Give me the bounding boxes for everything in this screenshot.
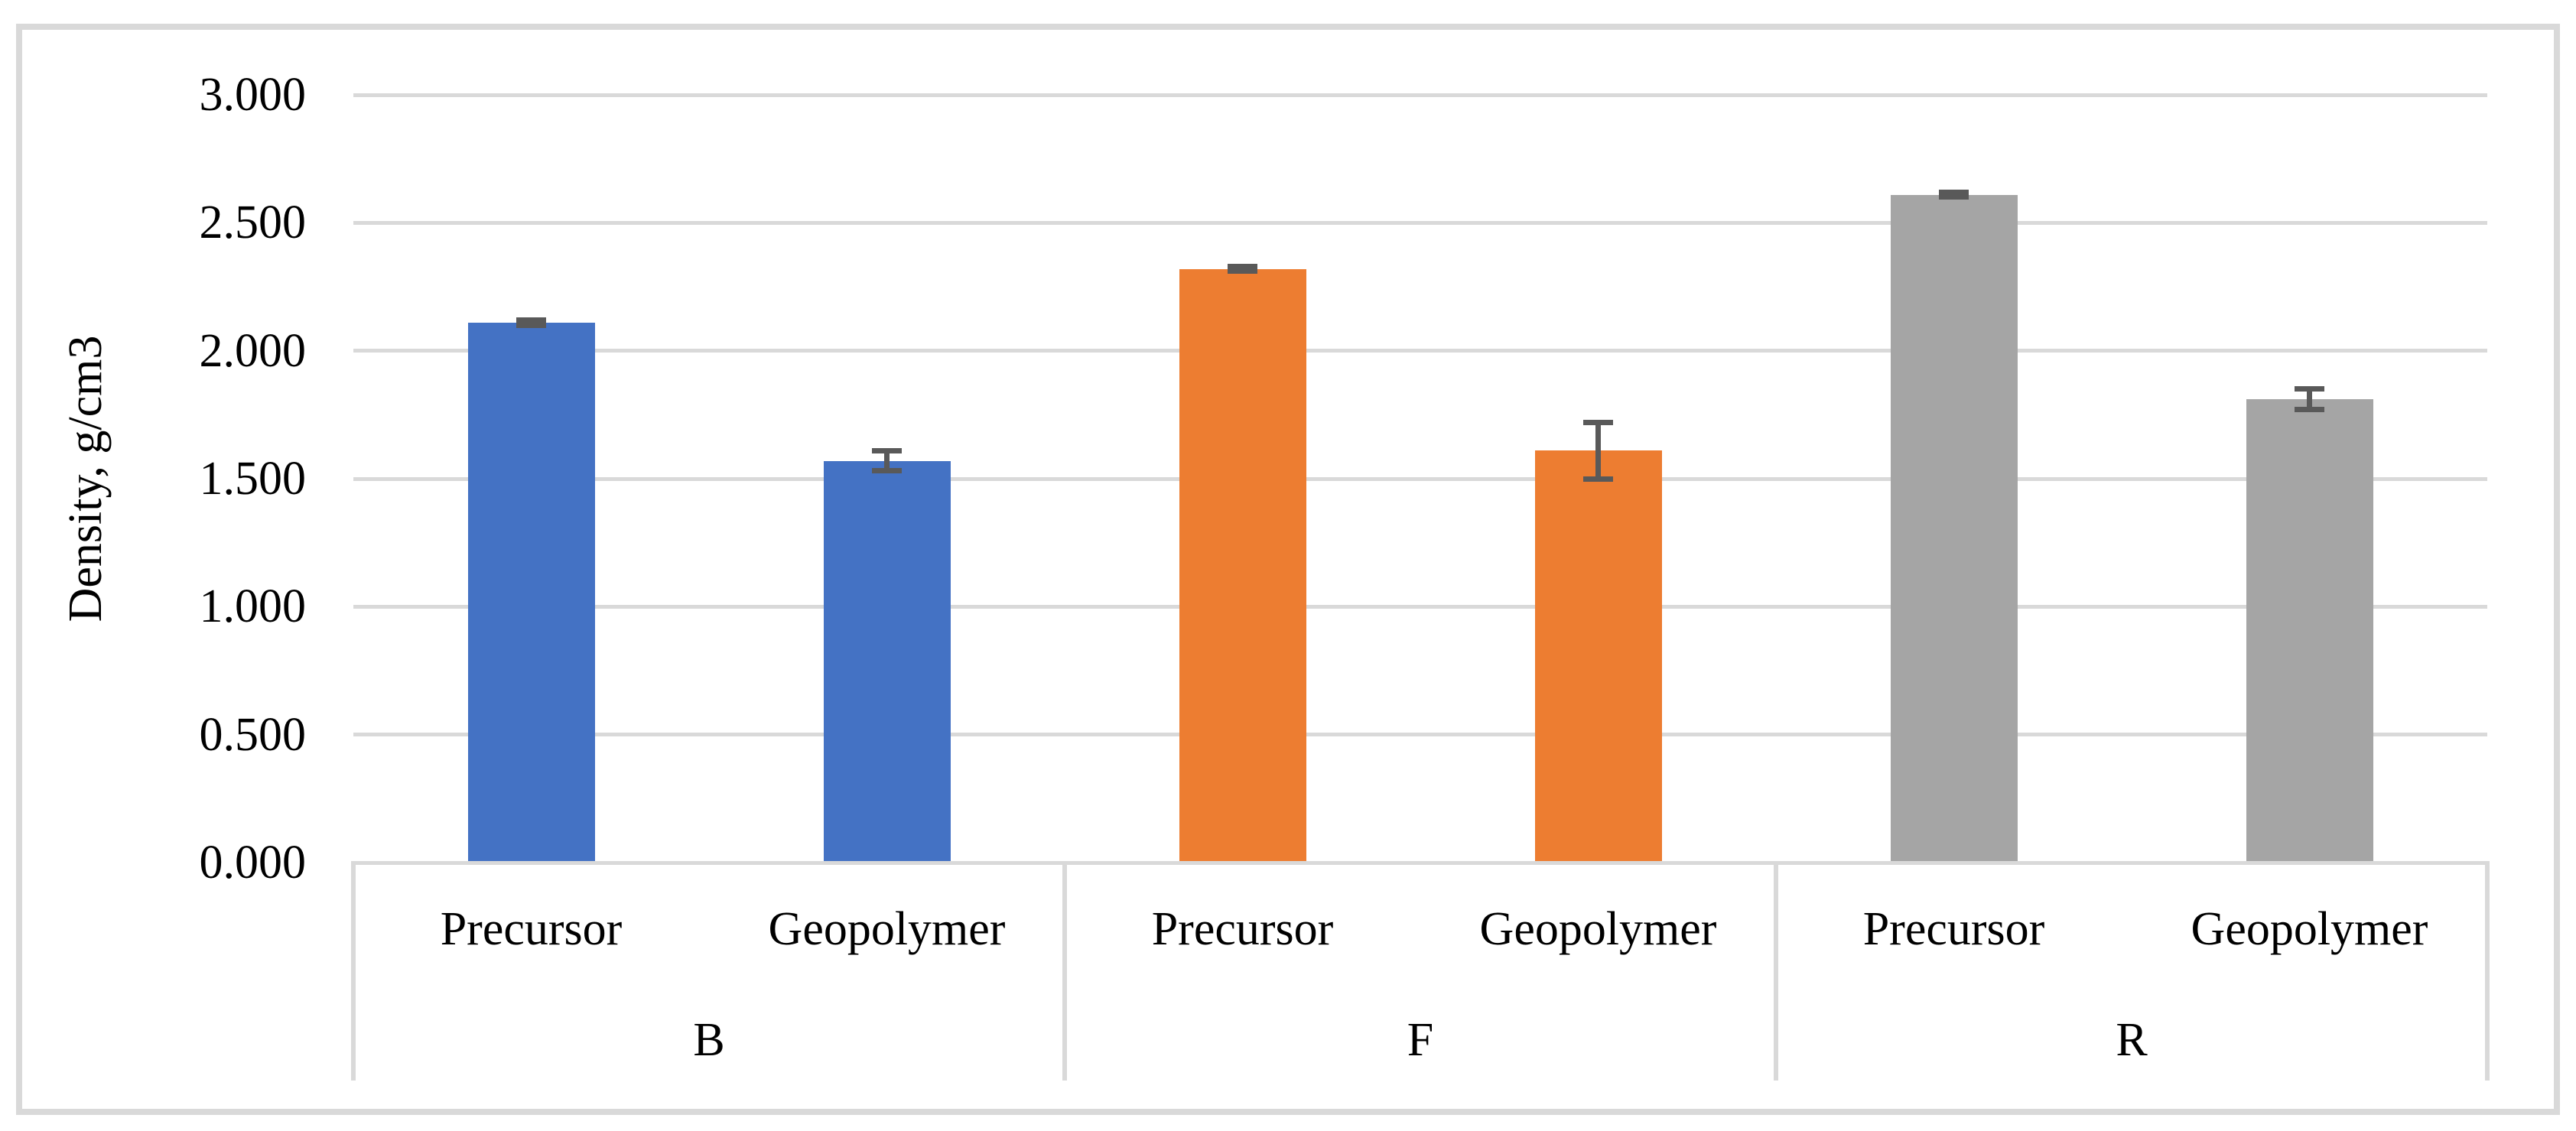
bar (2246, 399, 2373, 861)
group-label: R (2116, 1014, 2148, 1066)
category-separator (351, 861, 356, 1081)
gridline (353, 733, 2487, 737)
error-bar-cap (872, 447, 902, 453)
error-bar-cap (1228, 268, 1257, 275)
bar (1890, 194, 2018, 861)
error-bar-line (884, 450, 890, 471)
category-label: Geopolymer (1479, 903, 1717, 955)
y-tick-label: 1.500 (199, 453, 307, 505)
y-tick-label: 1.000 (199, 580, 307, 633)
bar (1179, 268, 1306, 861)
error-bar-cap (1583, 419, 1613, 425)
gridline (353, 476, 2487, 481)
y-tick-label: 0.000 (199, 837, 307, 889)
category-label: Geopolymer (768, 903, 1006, 955)
y-tick-label: 2.000 (199, 324, 307, 377)
category-separator (2485, 861, 2490, 1081)
gridline (353, 349, 2487, 353)
bar (467, 322, 595, 861)
error-bar-line (2307, 388, 2312, 410)
gridline (353, 604, 2487, 609)
group-label: F (1407, 1014, 1434, 1066)
category-label: Precursor (1862, 903, 2045, 955)
error-bar-cap (516, 322, 546, 328)
error-bar-line (1595, 422, 1601, 479)
category-label: Precursor (440, 903, 623, 955)
error-bar-cap (1939, 194, 1969, 200)
y-tick-label: 3.000 (199, 69, 307, 121)
category-separator (1062, 861, 1067, 1081)
error-bar-cap (516, 317, 546, 323)
category-label: Precursor (1151, 903, 1334, 955)
error-bar-cap (2295, 386, 2324, 392)
gridline (353, 220, 2487, 225)
gridline (353, 93, 2487, 97)
error-bar-cap (1583, 476, 1613, 482)
error-bar-cap (2295, 407, 2324, 413)
error-bar-cap (872, 468, 902, 474)
y-tick-label: 0.500 (199, 708, 307, 761)
gridline (353, 860, 2487, 865)
bar (1534, 450, 1662, 861)
group-label: B (693, 1014, 725, 1066)
bar (823, 460, 951, 861)
category-label: Geopolymer (2191, 903, 2428, 955)
y-tick-label: 2.500 (199, 197, 307, 249)
error-bar-cap (1939, 189, 1969, 195)
category-separator (1774, 861, 1778, 1081)
error-bar-cap (1228, 263, 1257, 269)
